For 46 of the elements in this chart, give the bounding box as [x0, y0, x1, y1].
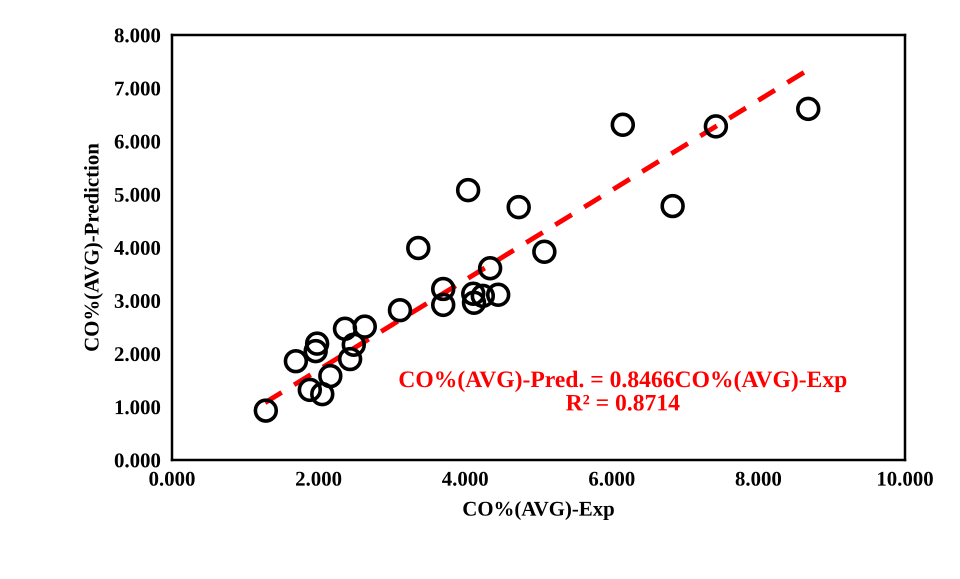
point [304, 331, 330, 356]
point [462, 290, 486, 315]
point [660, 194, 685, 218]
y-tick-label: 5.000 [114, 188, 160, 202]
point [610, 112, 636, 138]
y-tick-label: 4.000 [114, 240, 160, 256]
point [532, 240, 557, 264]
point [430, 276, 456, 302]
y-tick-label: 2.000 [114, 347, 160, 362]
point [478, 256, 502, 280]
point [254, 398, 278, 423]
x-tick-label: 8.000 [736, 472, 782, 486]
x-tick-label: 10.000 [878, 472, 933, 486]
x-axis-title: CO%(AVG)-Exp [463, 501, 614, 520]
y-tick-label: 6.000 [114, 134, 160, 149]
point [406, 236, 431, 260]
point [310, 382, 334, 406]
y-tick-label: 0.000 [114, 453, 160, 468]
annotation: R² = 0.8714 [566, 394, 680, 411]
y-tick-label: 8.000 [114, 28, 160, 43]
point [352, 314, 377, 339]
point [456, 178, 480, 202]
y-tick-label: 7.000 [115, 82, 160, 96]
point [388, 298, 412, 322]
point [284, 348, 308, 374]
point [796, 96, 820, 122]
point [298, 378, 322, 402]
x-tick-label: 6.000 [589, 472, 634, 486]
x-tick-label: 2.000 [296, 472, 342, 486]
point [704, 114, 728, 139]
point [506, 194, 531, 220]
annotation: CO%(AVG)-Pred. = 0.8466CO%(AVG)-Exp [399, 370, 846, 392]
y-axis-title: CO%(AVG)-Prediction [84, 143, 103, 351]
point [461, 281, 486, 306]
point [332, 316, 358, 342]
point [342, 332, 366, 357]
point [303, 338, 328, 364]
x-tick-label: 4.000 [442, 472, 488, 486]
point [318, 364, 343, 388]
y-tick-label: 3.000 [114, 294, 160, 308]
point [470, 284, 496, 308]
point [338, 346, 362, 372]
point [430, 292, 456, 318]
point [486, 282, 510, 307]
x-tick-label: 0.000 [149, 472, 195, 486]
y-tick-label: 1.000 [116, 400, 160, 414]
